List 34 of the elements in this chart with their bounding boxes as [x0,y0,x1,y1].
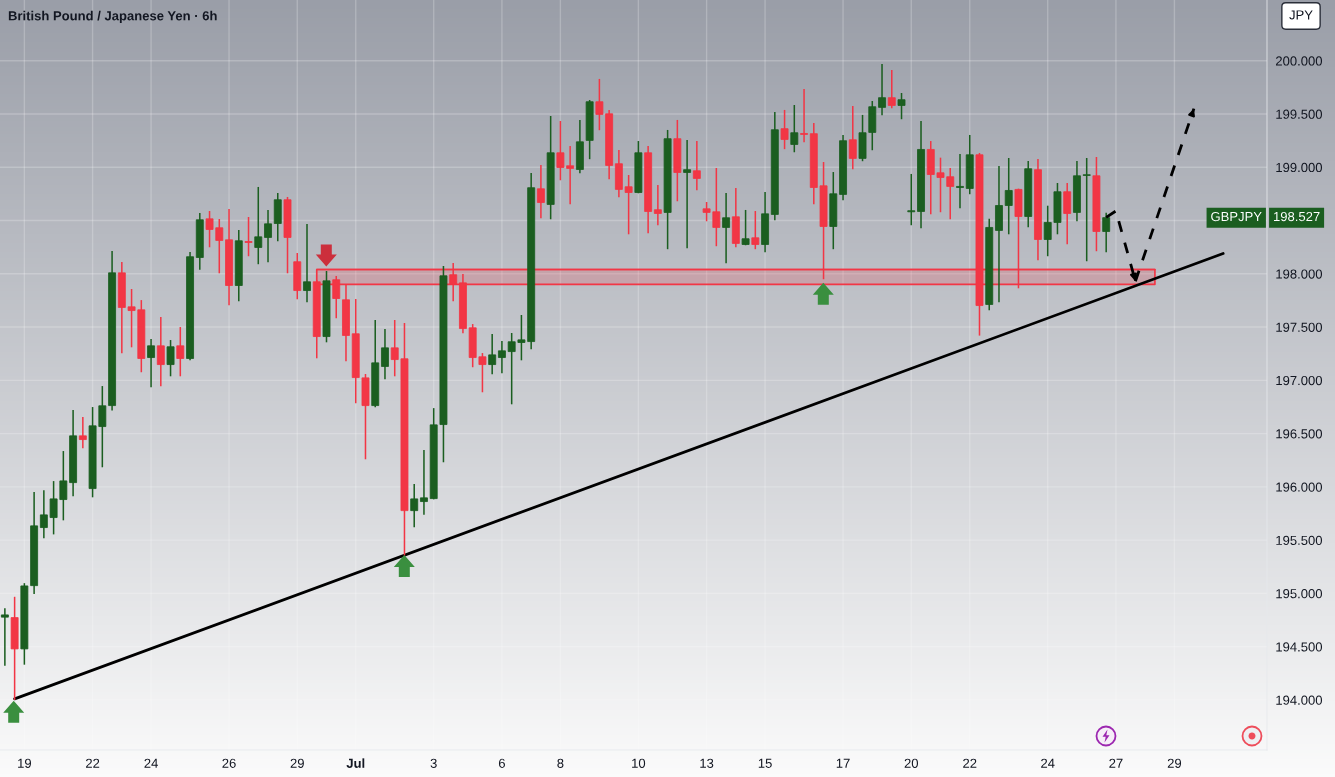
x-tick-label: 17 [836,758,850,768]
x-tick-label: 15 [758,758,772,768]
x-tick-label: 26 [222,758,236,768]
x-tick-label: 10 [632,758,646,768]
x-tick-label: 3 [430,758,437,768]
y-tick-label: 194.000 [1276,695,1323,705]
y-tick-label: 195.000 [1276,589,1323,599]
y-tick-label: 194.500 [1276,642,1323,652]
x-tick-label: 22 [85,758,100,768]
x-tick-label: 29 [1167,758,1182,768]
x-tick-label: 8 [557,758,564,768]
y-tick-label: 199.500 [1276,109,1323,119]
x-tick-label: 22 [963,758,977,768]
y-tick-label: 196.000 [1276,482,1323,492]
y-tick-label: 200.000 [1275,56,1323,66]
x-tick-label: 29 [290,758,304,768]
y-tick-label: 197.500 [1276,322,1323,332]
y-axis-title: JPY [1289,10,1313,20]
y-tick-label: 197.000 [1276,375,1323,386]
y-tick-label: 196.500 [1276,429,1323,439]
x-tick-label: 6 [498,758,505,768]
annotation: GBPJPY [1211,211,1262,222]
x-tick-label: 24 [1041,758,1055,768]
x-tick-label: Jul [346,758,365,768]
x-tick-label: 20 [904,758,919,768]
y-tick-label: 199.000 [1276,162,1323,173]
text: 198.527 [1274,211,1320,222]
text: British Pound / Japanese Yen · 6h [8,10,217,23]
y-tick-label: 198.000 [1276,269,1323,279]
x-tick-label: 24 [144,758,158,768]
x-tick-label: 13 [700,758,714,768]
y-tick-label: 195.500 [1276,535,1323,545]
x-tick-label: 27 [1109,758,1123,768]
x-tick-label: 19 [18,758,32,768]
